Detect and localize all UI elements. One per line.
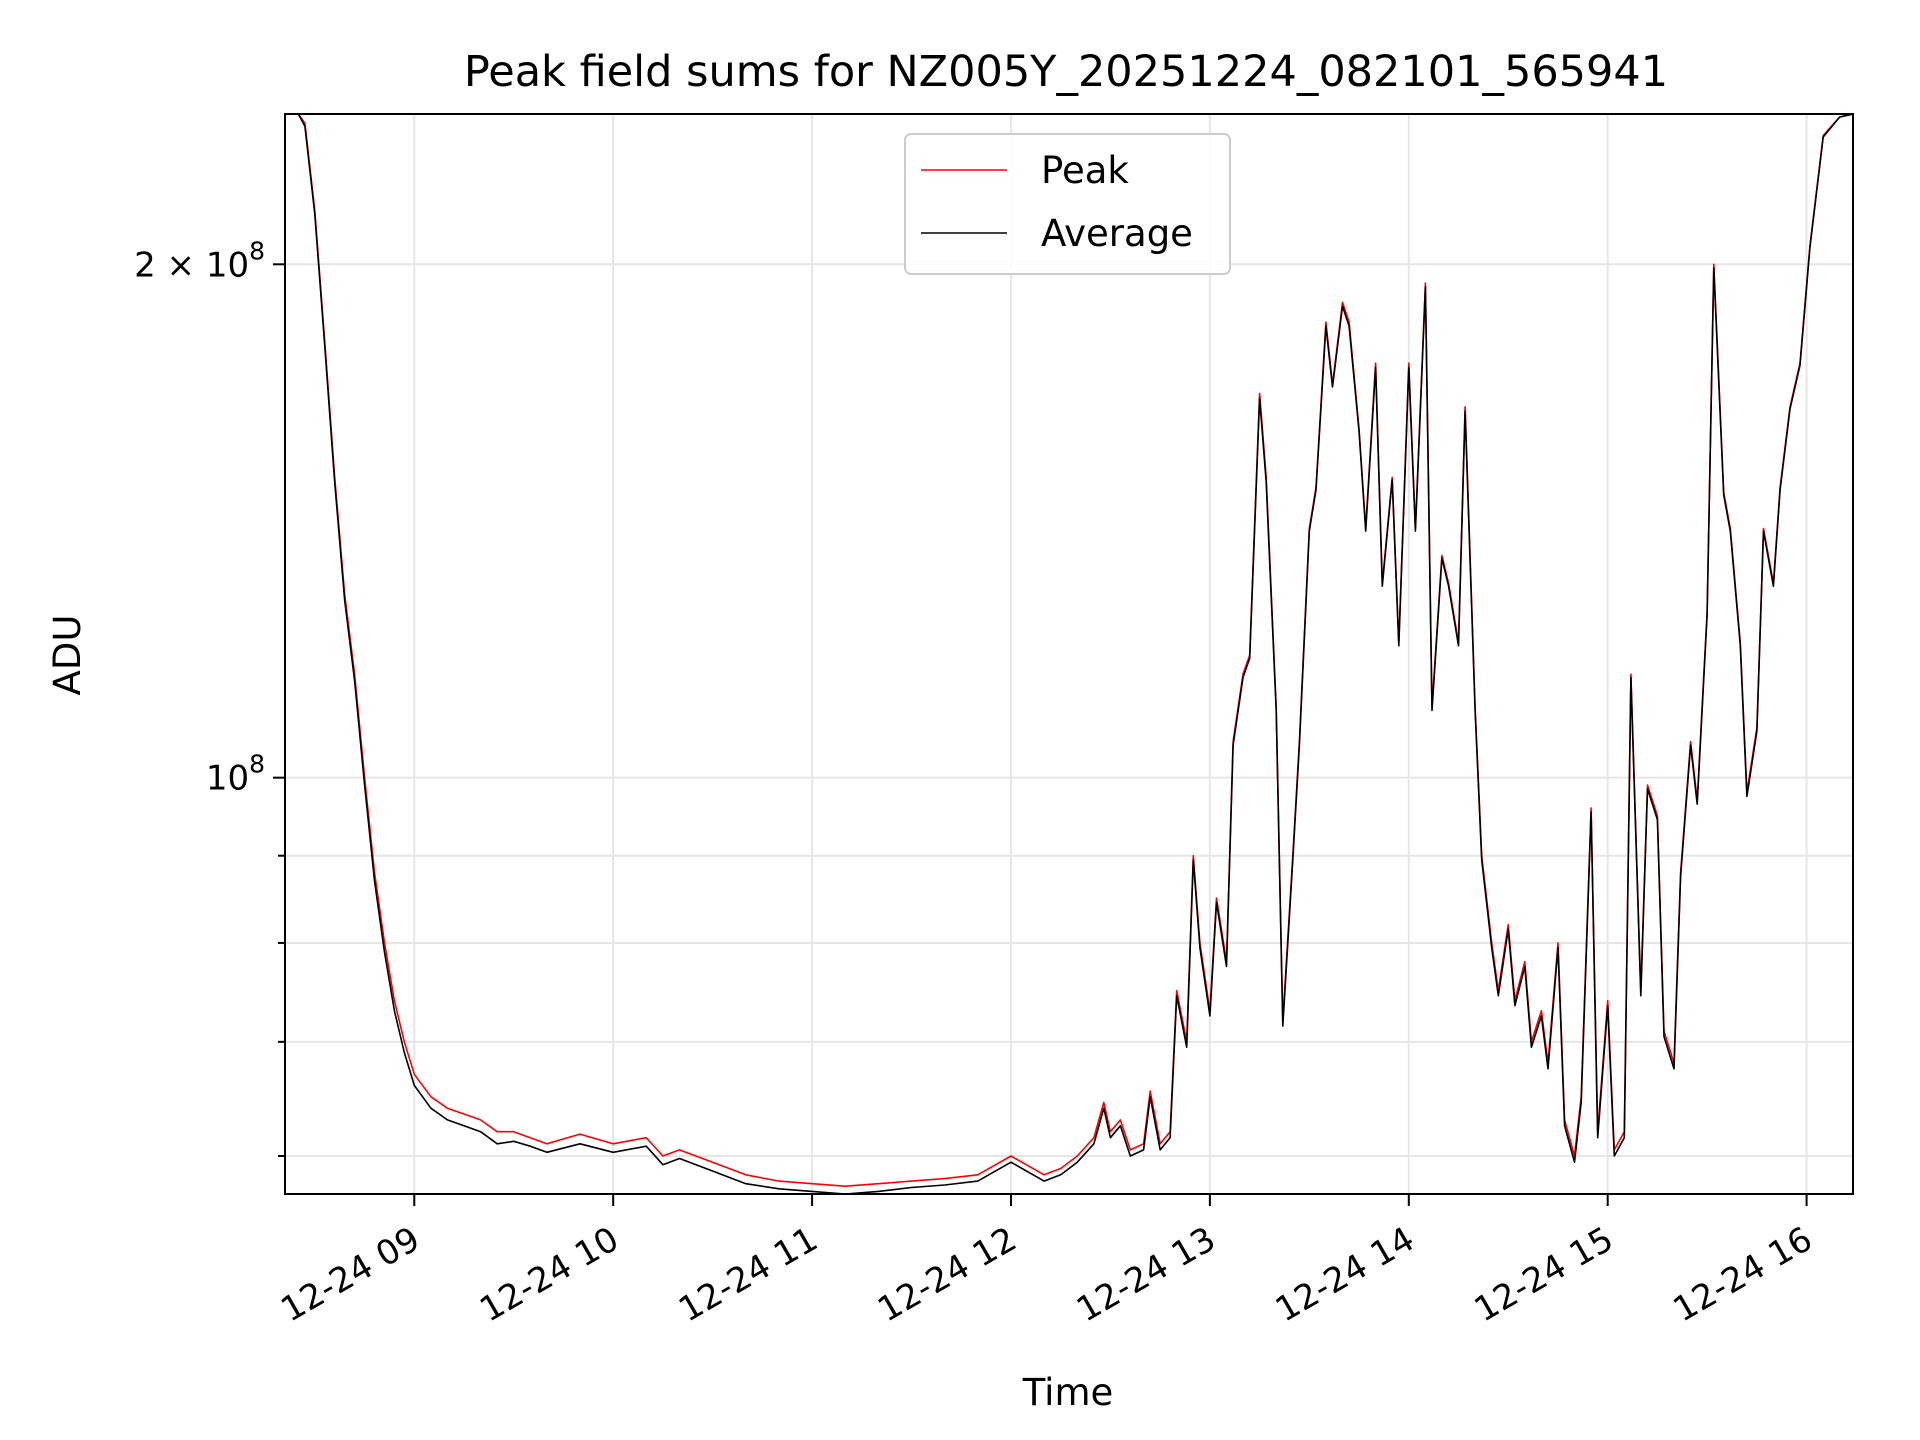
y-tick-label: 108 — [206, 750, 265, 799]
y-tick-exponent: 8 — [249, 236, 265, 265]
y-tick-mantissa: 2 × — [134, 245, 206, 285]
legend-box — [904, 133, 1231, 275]
plot-lines — [285, 114, 1853, 1194]
y-tick-label: 2 × 108 — [134, 236, 265, 285]
legend-label-peak: Peak — [1041, 149, 1129, 192]
y-tick-base: 10 — [206, 245, 249, 285]
y-tick-exponent: 8 — [249, 750, 265, 779]
series-line-average — [285, 114, 1853, 1194]
y-tick-base: 10 — [206, 759, 249, 799]
chart-title: Peak field sums for NZ005Y_20251224_0821… — [464, 47, 1668, 97]
plot-frame — [284, 113, 1854, 1195]
y-axis-label: ADU — [46, 615, 89, 696]
legend-label-average: Average — [1041, 212, 1193, 255]
legend: Peak Average — [904, 133, 1231, 275]
x-axis-label: Time — [1022, 1371, 1114, 1414]
